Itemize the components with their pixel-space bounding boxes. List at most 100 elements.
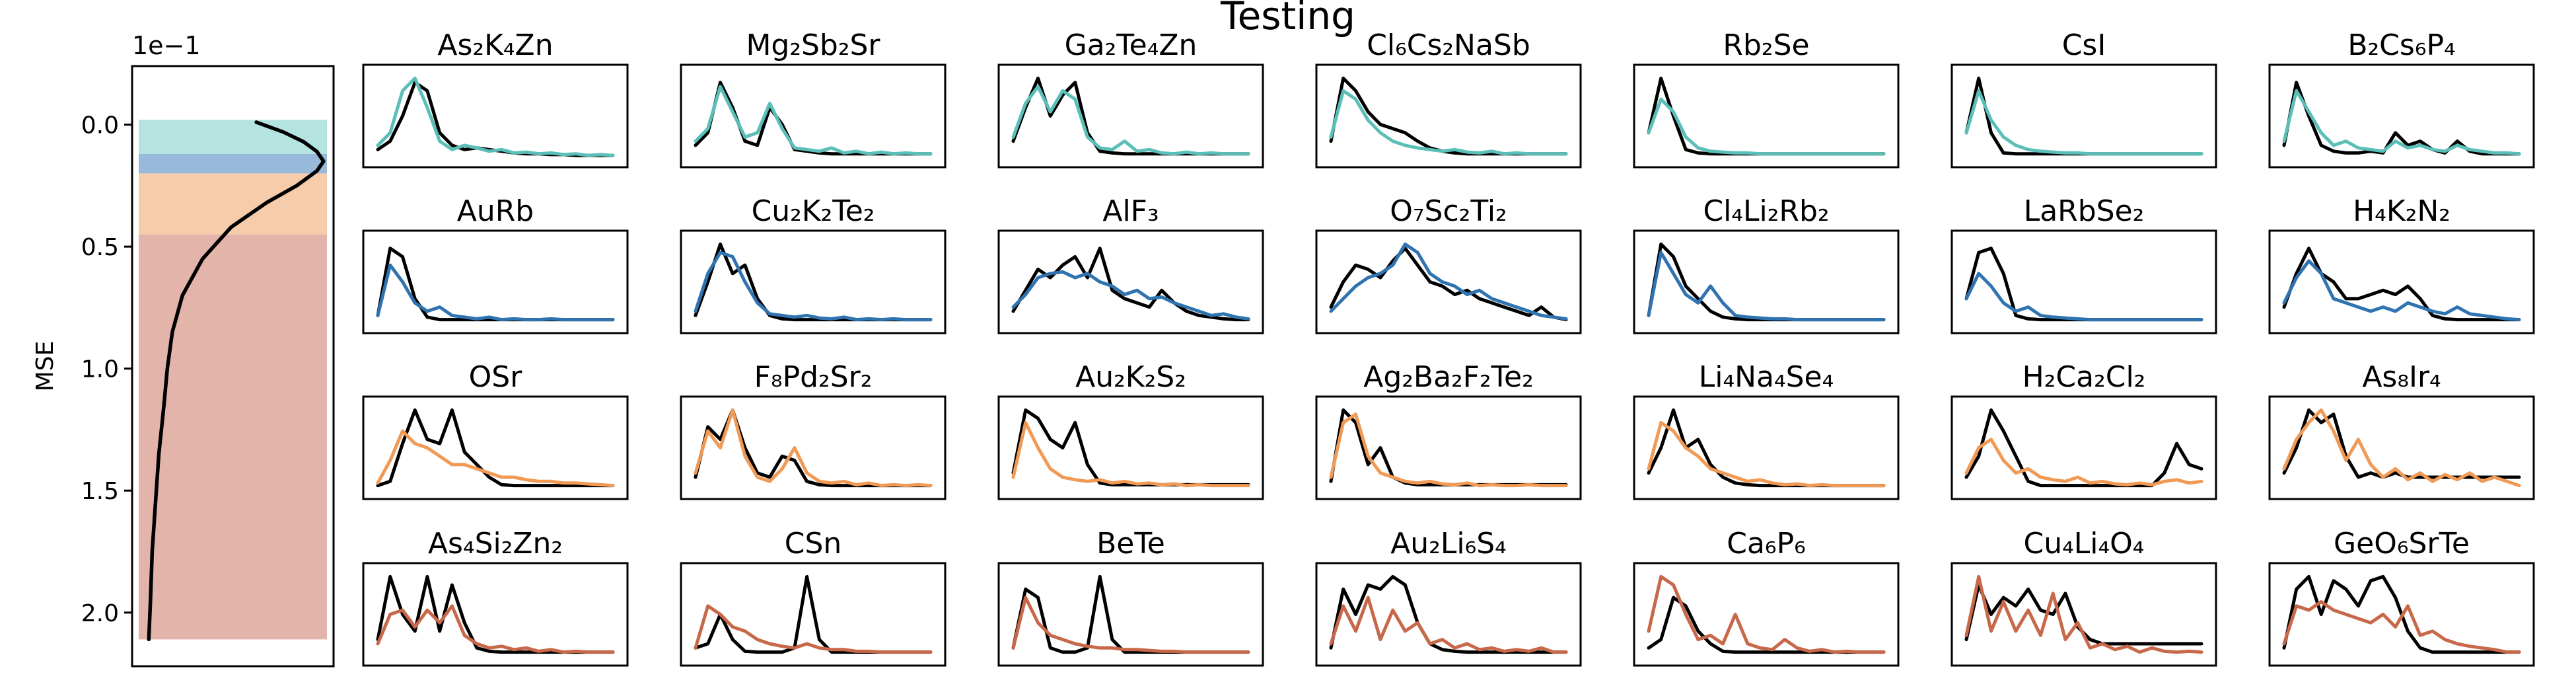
spectrum-panel: H₄K₂N₂ [2268, 194, 2535, 334]
mse-panel-frame [131, 65, 335, 668]
spectrum-panel-frame [1315, 229, 1582, 334]
spectrum-panel: B₂Cs₆P₄ [2268, 28, 2535, 169]
spectrum-panel-title: Cu₄Li₄O₄ [2024, 527, 2145, 560]
spectrum-panel-frame [997, 63, 1264, 169]
mse-ytick-label: 1.0 [81, 356, 119, 383]
spectrum-panel-title: Li₄Na₄Se₄ [1699, 360, 1834, 394]
predicted-spectrum-line [1011, 596, 1250, 654]
spectrum-panel-title: CsI [2062, 28, 2106, 62]
spectrum-panel: Ag₂Ba₂F₂Te₂ [1315, 360, 1582, 500]
mse-density-curve [147, 120, 326, 642]
spectrum-panel: Au₂K₂S₂ [997, 360, 1264, 500]
mse-ytick-label: 0.5 [81, 234, 119, 261]
spectrum-panel: Cu₄Li₄O₄ [1950, 527, 2217, 667]
spectrum-panel-title: Cu₂K₂Te₂ [752, 194, 875, 228]
spectrum-panel-title: LaRbSe₂ [2024, 194, 2145, 228]
figure-title: Testing [1220, 0, 1355, 38]
spectrum-panel: CsI [1950, 28, 2217, 169]
spectrum-panel-title: As₂K₄Zn [437, 28, 553, 62]
spectrum-panel: O₇Sc₂Ti₂ [1315, 194, 1582, 334]
spectrum-panel-title: B₂Cs₆P₄ [2347, 28, 2455, 62]
spectrum-panel-title: Cl₆Cs₂NaSb [1367, 28, 1530, 62]
predicted-spectrum-line [1011, 270, 1250, 321]
spectrum-panel: GeO₆SrTe [2268, 527, 2535, 667]
predicted-spectrum-line [376, 429, 615, 488]
spectrum-panel-title: Rb₂Se [1723, 28, 1809, 62]
mse-band-2 [139, 153, 327, 174]
predicted-spectrum-line [376, 604, 615, 654]
spectrum-panel-title: AuRb [457, 194, 534, 228]
spectrum-panel-title: Ag₂Ba₂F₂Te₂ [1363, 360, 1534, 394]
predicted-spectrum-line [1964, 89, 2203, 156]
predicted-spectrum-line [694, 85, 933, 156]
spectrum-panel: CSn [680, 527, 947, 667]
spectrum-panel-title: Au₂K₂S₂ [1075, 360, 1186, 394]
spectrum-panel: F₈Pd₂Sr₂ [680, 360, 947, 500]
spectrum-panel-title: Ca₆P₆ [1727, 527, 1806, 560]
predicted-spectrum-line [1329, 412, 1568, 488]
predicted-spectrum-line [1011, 85, 1250, 156]
reference-spectrum-line [376, 408, 615, 488]
spectrum-panel: LaRbSe₂ [1950, 194, 2217, 334]
spectrum-panel-title: H₂Ca₂Cl₂ [2022, 360, 2146, 394]
mse-yaxis-ticks: 0.0 0.5 1.0 1.5 2.0 [81, 112, 132, 627]
spectrum-panel: AlF₃ [997, 194, 1264, 334]
mse-band-1 [139, 120, 327, 154]
predicted-spectrum-line [1647, 97, 1886, 156]
spectrum-panel-frame [2268, 63, 2535, 169]
spectrum-panel-title: As₄Si₂Zn₂ [428, 527, 563, 560]
spectrum-panel-title: Ga₂Te₄Zn [1065, 28, 1198, 62]
spectrum-panel-title: Mg₂Sb₂Sr [746, 28, 880, 62]
mse-scale-label: 1e−1 [132, 31, 201, 60]
spectrum-panel: Mg₂Sb₂Sr [680, 28, 947, 169]
reference-spectrum-line [1011, 247, 1250, 322]
predicted-spectrum-line [2282, 600, 2521, 654]
spectrum-panel: Ga₂Te₄Zn [997, 28, 1264, 169]
predicted-spectrum-line [376, 263, 615, 322]
predicted-spectrum-line [1329, 242, 1568, 321]
spectrum-panel: Cu₂K₂Te₂ [680, 194, 947, 334]
mse-ytick-label: 1.5 [81, 478, 119, 505]
spectrum-panel-frame [1950, 229, 2217, 334]
mse-yaxis-label: MSE [32, 341, 59, 392]
spectrum-panel: H₂Ca₂Cl₂ [1950, 360, 2217, 500]
predicted-spectrum-line [1964, 574, 2203, 654]
mse-band-4 [139, 234, 327, 640]
spectrum-panel-frame [1950, 63, 2217, 169]
spectrum-panel-title: H₄K₂N₂ [2353, 194, 2451, 228]
spectrum-panel: OSr [362, 360, 629, 500]
mse-distribution-panel: 0.0 0.5 1.0 1.5 2.0 1e−1 MSE [32, 31, 335, 668]
spectrum-panel: As₄Si₂Zn₂ [362, 527, 629, 667]
spectrum-panel-title: O₇Sc₂Ti₂ [1390, 194, 1507, 228]
predicted-spectrum-line [1964, 438, 2203, 486]
spectrum-panel-title: Au₂Li₆S₄ [1390, 527, 1507, 560]
mse-ytick-label: 0.0 [81, 112, 119, 139]
spectrum-panel-frame [1633, 63, 1900, 169]
predicted-spectrum-line [2282, 89, 2521, 156]
predicted-spectrum-line [2282, 408, 2521, 488]
spectrum-panel: As₈Ir₄ [2268, 360, 2535, 500]
reference-spectrum-line [1964, 408, 2203, 488]
spectrum-panel: As₂K₄Zn [362, 28, 629, 169]
reference-spectrum-line [2282, 81, 2521, 156]
spectrum-panel-frame [362, 229, 629, 334]
spectrum-panel-title: Cl₄Li₂Rb₂ [1703, 194, 1829, 228]
predicted-spectrum-line [1647, 420, 1886, 488]
spectrum-panel: Rb₂Se [1633, 28, 1900, 169]
spectrum-panel-frame [1950, 562, 2217, 667]
spectrum-panel-frame [1315, 395, 1582, 500]
mse-error-bands [139, 120, 327, 640]
spectrum-panel-title: As₈Ir₄ [2362, 360, 2441, 394]
predicted-spectrum-line [694, 604, 933, 654]
spectrum-panel: Ca₆P₆ [1633, 527, 1900, 667]
spectrum-panel-title: AlF₃ [1102, 194, 1159, 228]
spectrum-panel-title: OSr [469, 360, 523, 394]
predicted-spectrum-line [1011, 420, 1250, 488]
spectrum-panel-title: GeO₆SrTe [2334, 527, 2470, 560]
predicted-spectrum-line [1647, 574, 1886, 654]
predicted-spectrum-line [1329, 596, 1568, 654]
spectra-grid: As₂K₄Zn Mg₂Sb₂Sr Ga₂Te₄Zn Cl₆Cs₂NaSb Rb₂Se Cs… [362, 28, 2535, 667]
mse-ytick-label: 2.0 [81, 600, 119, 627]
predicted-spectrum-line [376, 76, 615, 157]
spectrum-panel: Li₄Na₄Se₄ [1633, 360, 1900, 500]
